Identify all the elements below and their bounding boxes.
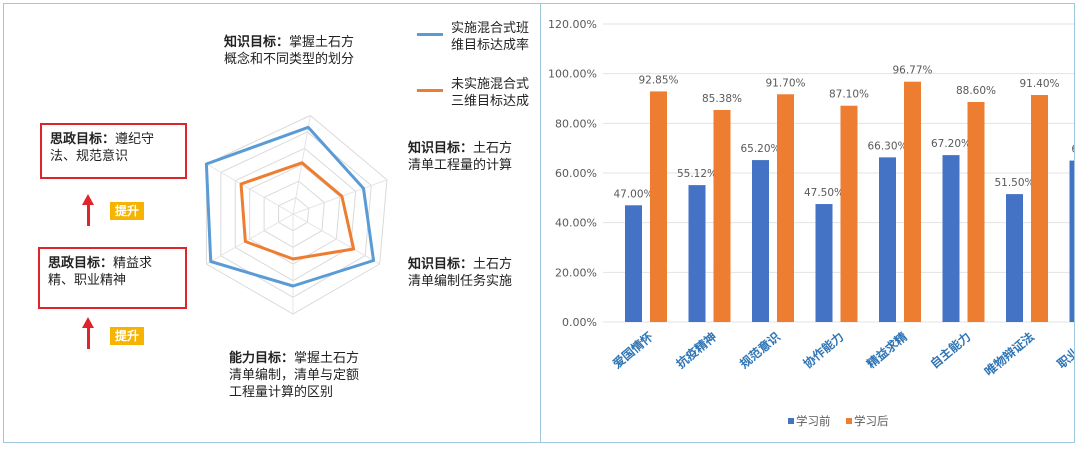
x-category-label: 职业精神 xyxy=(1054,329,1074,371)
radar-axis-label-0: 知识目标：掌握土石方 概念和不同类型的划分 xyxy=(224,35,355,67)
x-category-label: 抗疫精神 xyxy=(673,329,719,371)
bar-data-label: 87.10% xyxy=(829,89,869,101)
radar-spoke xyxy=(292,213,380,265)
panel-divider xyxy=(540,3,541,443)
bar-data-label: 47.50% xyxy=(804,187,844,199)
bar-0-2 xyxy=(752,160,769,322)
bar-1-6 xyxy=(1031,95,1048,322)
legend-swatch-1 xyxy=(846,418,852,424)
radar-panel: 知识目标：掌握土石方 概念和不同类型的划分 知识目标：土石方 清单工程量的计算 … xyxy=(4,4,540,442)
radar-spoke xyxy=(206,163,294,215)
radar-chart xyxy=(204,114,388,315)
bar-data-label: 65 xyxy=(1071,144,1074,156)
radar-axis-label-3: 能力目标：掌握土石方 清单编制，清单与定额 工程量计算的区别 xyxy=(229,351,360,400)
bar-data-label: 66.30% xyxy=(867,140,907,152)
radar-spoke xyxy=(292,179,388,215)
x-category-label: 精益求精 xyxy=(864,329,910,371)
bar-data-label: 92.85% xyxy=(638,74,678,86)
radar-axis-label-1: 知识目标：土石方 清单工程量的计算 xyxy=(408,141,513,173)
radar-spoke xyxy=(206,213,294,265)
upgrade-badge: 提升 xyxy=(110,202,145,220)
bar-0-1 xyxy=(688,185,706,322)
legend-line-orange xyxy=(417,89,443,92)
bar-data-label: 55.12% xyxy=(677,168,717,180)
bar-legend-label-1: 学习后 xyxy=(854,414,889,428)
bar-chart: 0.00% 20.00% 40.00% 60.00% 80.00% 100.00% 120.… xyxy=(548,18,1074,428)
radar-series-0 xyxy=(204,125,376,288)
bar-0-7 xyxy=(1069,160,1074,322)
bar-1-3 xyxy=(840,105,858,323)
bar-0-5 xyxy=(942,155,960,322)
y-tick-label: 60.00% xyxy=(555,167,597,180)
y-tick-label: 0.00% xyxy=(562,316,597,329)
upgrade-badge: 提升 xyxy=(110,327,145,345)
bar-0-0 xyxy=(625,205,642,322)
radar-series-1 xyxy=(239,161,356,261)
radar-spoke xyxy=(292,115,311,215)
x-category-label: 规范意识 xyxy=(737,329,783,371)
bar-data-label: 65.20% xyxy=(740,143,780,155)
up-arrow-icon xyxy=(82,194,94,226)
bar-1-4 xyxy=(904,81,921,322)
bar-1-5 xyxy=(967,101,985,322)
bar-data-label: 96.77% xyxy=(892,65,932,77)
legend-swatch-0 xyxy=(788,418,794,424)
bar-data-label: 91.40% xyxy=(1019,78,1059,90)
radar-legend-item-1: 未实施混合式 三维目标达成 xyxy=(451,77,530,109)
radar-axis-label-4: 思政目标：精益求 精、职业精神 xyxy=(38,247,187,309)
y-tick-label: 80.00% xyxy=(555,117,597,130)
y-tick-label: 120.00% xyxy=(548,18,597,31)
y-tick-label: 20.00% xyxy=(555,266,597,279)
x-category-label: 自主能力 xyxy=(927,329,973,371)
radar-axis-label-2: 知识目标：土石方 清单编制任务实施 xyxy=(408,257,513,289)
x-category-label: 协作能力 xyxy=(800,329,846,371)
bar-1-0 xyxy=(650,91,667,322)
bar-panel: 0.00% 20.00% 40.00% 60.00% 80.00% 100.00% 120.… xyxy=(541,4,1074,442)
bar-legend-label-0: 学习前 xyxy=(796,414,831,428)
up-arrow-icon xyxy=(82,317,94,349)
y-tick-label: 100.00% xyxy=(548,68,597,81)
bar-1-2 xyxy=(777,94,794,322)
y-tick-label: 40.00% xyxy=(555,217,597,230)
bar-data-label: 47.00% xyxy=(613,188,653,200)
bar-1-1 xyxy=(713,109,731,323)
x-category-label: 爱国情怀 xyxy=(610,329,656,371)
bar-data-label: 88.60% xyxy=(956,85,996,97)
bar-data-label: 85.38% xyxy=(702,93,742,105)
legend-line-blue xyxy=(417,33,443,36)
radar-legend-item-0: 实施混合式班 维目标达成率 xyxy=(451,21,530,53)
bar-data-label: 51.50% xyxy=(994,177,1034,189)
bar-data-label: 67.20% xyxy=(931,138,971,150)
bar-0-4 xyxy=(879,157,896,322)
figure-frame xyxy=(3,3,1075,443)
bar-0-6 xyxy=(1006,194,1023,322)
bar-data-label: 91.70% xyxy=(765,77,805,89)
x-category-label: 唯物辩证法 xyxy=(981,329,1037,379)
radar-axis-label-5: 思政目标：遵纪守 法、规范意识 xyxy=(40,123,187,179)
bar-0-3 xyxy=(815,204,833,322)
